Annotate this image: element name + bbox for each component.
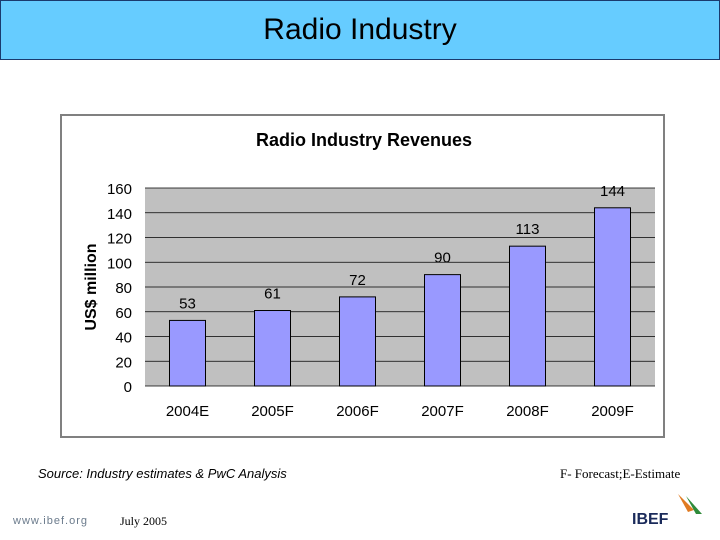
y-tick-label: 120 [107, 231, 132, 248]
footer-date: July 2005 [120, 514, 168, 528]
bar-2007F [424, 274, 461, 387]
logo-text: IBEF [632, 511, 669, 528]
y-tick-label: 160 [107, 181, 132, 198]
x-tick-label: 2008F [506, 403, 549, 420]
x-tick-label: 2004E [166, 403, 209, 420]
data-label: 90 [434, 250, 451, 267]
x-tick-label: 2007F [421, 403, 464, 420]
x-tick-label: 2005F [251, 403, 294, 420]
y-tick-label: 0 [124, 379, 132, 396]
y-tick-label: 40 [115, 330, 132, 347]
ibef-logo: IBEF [632, 494, 702, 528]
y-tick-label: 80 [115, 280, 132, 297]
title-bar: Radio Industry [0, 0, 720, 60]
slide-title: Radio Industry [263, 13, 457, 46]
data-label: 144 [600, 183, 625, 200]
bar-2009F [594, 207, 631, 387]
bar-2008F [509, 245, 546, 387]
chart-title: Radio Industry Revenues [256, 130, 472, 150]
bar-2005F [254, 310, 291, 387]
data-label: 61 [264, 286, 281, 303]
y-axis-title: US$ million [83, 243, 100, 330]
x-tick-label: 2006F [336, 403, 379, 420]
forecast-estimate-note: F- Forecast;E-Estimate [560, 466, 681, 481]
y-tick-label: 100 [107, 255, 132, 272]
logo-swoosh-green [686, 496, 702, 514]
footer-url: www.ibef.org [13, 515, 88, 527]
y-tick-label: 20 [115, 354, 132, 371]
logo-swoosh-orange [678, 494, 694, 512]
bar-2004E [169, 319, 206, 387]
source-note: Source: Industry estimates & PwC Analysi… [38, 466, 287, 481]
y-tick-label: 60 [115, 305, 132, 322]
x-tick-label: 2009F [591, 403, 634, 420]
y-tick-label: 140 [107, 206, 132, 223]
data-label: 72 [349, 272, 366, 289]
data-label: 53 [179, 295, 196, 312]
data-label: 113 [516, 221, 540, 238]
bar-2006F [339, 296, 376, 387]
